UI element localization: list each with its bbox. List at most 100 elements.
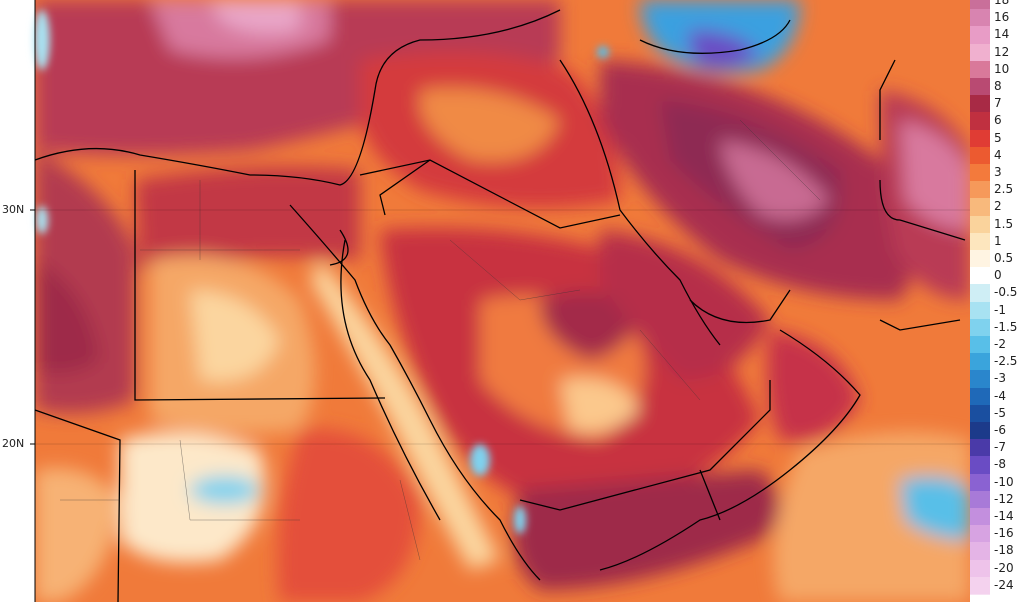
legend-swatch	[970, 146, 990, 165]
legend-swatch	[970, 301, 990, 320]
legend-label: -18	[994, 543, 1014, 558]
legend-label: -0.5	[994, 285, 1018, 300]
legend-swatch	[970, 370, 990, 389]
legend-label: -12	[994, 491, 1014, 506]
legend-row: 6	[970, 112, 1024, 131]
legend-row: 1	[970, 232, 1024, 251]
legend-row: 0	[970, 267, 1024, 286]
legend-label: -8	[994, 457, 1006, 472]
legend-swatch	[970, 232, 990, 251]
legend-swatch	[970, 439, 990, 458]
legend-swatch	[970, 576, 990, 595]
legend-row: 14	[970, 26, 1024, 45]
legend-swatch	[970, 95, 990, 114]
legend-swatch	[970, 508, 990, 527]
legend-row: 2.5	[970, 181, 1024, 200]
legend-label: 1	[994, 233, 1002, 248]
legend-swatch	[970, 129, 990, 148]
legend-swatch	[970, 164, 990, 183]
legend-label: 3	[994, 165, 1002, 179]
legend-row: -6	[970, 422, 1024, 441]
legend-swatch	[970, 490, 990, 509]
legend-swatch	[970, 387, 990, 406]
legend-row: 16	[970, 9, 1024, 28]
color-legend: 18 16 14 12 10 8 7 6 5 4 3 2.5 2 1.5 1 0.5 0 -0.5 -1 -1.5 -2…	[970, 0, 1024, 602]
legend-swatch	[970, 318, 990, 337]
legend-swatch	[970, 43, 990, 62]
legend-label: -14	[994, 509, 1014, 523]
legend-row: 18	[970, 0, 1024, 11]
legend-swatch	[970, 456, 990, 475]
legend-label: 2.5	[994, 182, 1014, 197]
legend-row: 1.5	[970, 215, 1024, 234]
legend-row: 3	[970, 164, 1024, 183]
legend-swatch	[970, 198, 990, 217]
legend-row: 12	[970, 43, 1024, 62]
legend-label: 0.5	[994, 251, 1014, 265]
legend-label: 0	[994, 268, 1002, 283]
legend-label: -7	[994, 440, 1006, 455]
legend-swatch	[970, 112, 990, 131]
legend-swatch	[970, 525, 990, 544]
legend-row: 8	[970, 78, 1024, 97]
legend-label: 4	[994, 147, 1002, 162]
legend-label: 14	[994, 27, 1010, 42]
legend-row: -0.5	[970, 284, 1024, 303]
legend-label: 8	[994, 79, 1002, 93]
legend-row: 10	[970, 60, 1024, 79]
legend-label: 1.5	[994, 216, 1014, 231]
legend-label: -2	[994, 337, 1006, 351]
admin-lines	[60, 119, 821, 561]
legend-label: -10	[994, 474, 1014, 489]
legend-swatch	[970, 250, 990, 269]
legend-label: 18	[994, 0, 1010, 7]
legend-swatch	[970, 353, 990, 372]
legend-label: -1.5	[994, 319, 1018, 334]
legend-swatch	[970, 404, 990, 423]
legend-row: -7	[970, 439, 1024, 458]
legend-row: 5	[970, 129, 1024, 148]
legend-swatch	[970, 284, 990, 303]
legend-row: -5	[970, 404, 1024, 423]
legend-swatch	[970, 181, 990, 200]
legend-row: -2	[970, 336, 1024, 355]
legend-label: -3	[994, 371, 1006, 386]
legend-row: -3	[970, 370, 1024, 389]
lat-label-30n: 30N	[2, 203, 25, 216]
legend-row: -10	[970, 473, 1024, 492]
legend-label: 16	[994, 10, 1010, 25]
anomaly-field	[35, 0, 970, 602]
legend-swatch	[970, 422, 990, 441]
legend-row: -8	[970, 456, 1024, 475]
legend-label: 2	[994, 199, 1002, 214]
legend-label: -2.5	[994, 354, 1018, 369]
legend-row: 0.5	[970, 250, 1024, 269]
legend-label: -4	[994, 388, 1006, 403]
legend-row: -1	[970, 301, 1024, 320]
legend-row: -16	[970, 525, 1024, 544]
legend-label: 7	[994, 96, 1002, 111]
legend-label: -24	[994, 577, 1014, 592]
legend-label: -6	[994, 423, 1006, 437]
legend-row: -12	[970, 490, 1024, 509]
legend-row: -20	[970, 559, 1024, 578]
legend-swatch	[970, 78, 990, 97]
legend-label: -16	[994, 526, 1014, 541]
legend-row: -14	[970, 508, 1024, 527]
legend-swatch	[970, 26, 990, 45]
legend-swatch	[970, 267, 990, 286]
legend-row: 2	[970, 198, 1024, 217]
map-left-margin	[0, 0, 35, 602]
legend-row: 7	[970, 95, 1024, 114]
legend-swatch	[970, 60, 990, 79]
legend-label: 12	[994, 44, 1010, 59]
legend-row: -2.5	[970, 353, 1024, 372]
legend-label: 5	[994, 130, 1002, 145]
legend-swatch	[970, 542, 990, 561]
cold-spots	[34, 10, 609, 534]
legend-swatch	[970, 9, 990, 28]
legend-label: -5	[994, 405, 1006, 420]
legend-swatch	[970, 336, 990, 355]
legend-label: -1	[994, 302, 1006, 317]
